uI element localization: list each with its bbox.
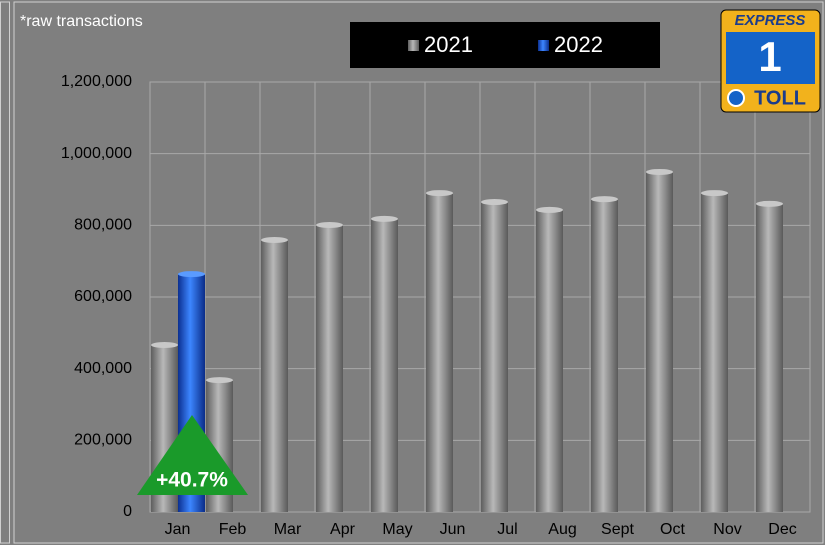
plot: 0 200,000 400,000 600,000 800,000 1,000,000 1,… bbox=[61, 73, 811, 538]
bar bbox=[591, 199, 618, 513]
bar-top bbox=[591, 196, 618, 203]
logo: EXPRESS 1 TOLL bbox=[720, 9, 821, 113]
frame bbox=[13, 1, 824, 544]
bar-top bbox=[756, 200, 783, 207]
legend-box bbox=[350, 22, 660, 68]
bar bbox=[756, 203, 783, 513]
bar-top bbox=[316, 221, 343, 228]
bar-top bbox=[536, 206, 563, 213]
legend-label: 2022 bbox=[554, 32, 603, 57]
legend-marker bbox=[538, 40, 549, 51]
bar bbox=[481, 202, 508, 512]
bar-top bbox=[178, 271, 205, 278]
x-tick-label: Feb bbox=[219, 521, 247, 538]
x-tick-label: Jun bbox=[440, 521, 466, 538]
logo-bottom: TOLL bbox=[754, 87, 806, 109]
bar-top bbox=[481, 199, 508, 206]
logo-number: 1 bbox=[758, 33, 781, 80]
bar bbox=[536, 209, 563, 513]
y-tick-label: 600,000 bbox=[74, 288, 132, 305]
x-tick-label: Apr bbox=[330, 521, 356, 538]
bar bbox=[316, 224, 343, 512]
legend-marker bbox=[408, 40, 419, 51]
bar-top bbox=[426, 190, 453, 197]
x-tick-label: Aug bbox=[548, 521, 576, 538]
y-tick-label: 800,000 bbox=[74, 217, 132, 234]
bar bbox=[426, 193, 453, 513]
chart-title: *raw transactions bbox=[20, 13, 143, 30]
bar bbox=[646, 171, 673, 513]
x-tick-label: Jul bbox=[497, 521, 517, 538]
logo-panel bbox=[726, 32, 815, 84]
logo-icon bbox=[727, 89, 745, 107]
x-tick-label: Nov bbox=[713, 521, 741, 538]
x-tick-label: Sept bbox=[601, 521, 634, 538]
y-tick-label: 400,000 bbox=[74, 360, 132, 377]
annotation: +40.7% bbox=[156, 469, 228, 492]
side-panel bbox=[0, 1, 10, 544]
bar-top bbox=[261, 237, 288, 244]
bar-top bbox=[151, 342, 178, 349]
bar-top bbox=[646, 168, 673, 175]
bar bbox=[371, 218, 398, 512]
y-tick-label: 1,000,000 bbox=[61, 145, 132, 162]
annotation-arrow bbox=[137, 415, 248, 495]
legend: 2021 2022 bbox=[350, 22, 660, 68]
x-tick-label: Oct bbox=[660, 521, 685, 538]
bar-top bbox=[371, 215, 398, 222]
bar bbox=[701, 193, 728, 513]
x-tick-label: May bbox=[382, 521, 412, 538]
logo-top: EXPRESS bbox=[735, 12, 806, 29]
bar bbox=[261, 240, 288, 512]
x-tick-label: Dec bbox=[768, 521, 796, 538]
x-tick-label: Jan bbox=[165, 521, 191, 538]
y-tick-label: 1,200,000 bbox=[61, 73, 132, 90]
legend-label: 2021 bbox=[424, 32, 473, 57]
y-tick-label: 0 bbox=[123, 503, 132, 520]
y-tick-label: 200,000 bbox=[74, 432, 132, 449]
bar-top bbox=[206, 377, 233, 384]
bar-top bbox=[701, 190, 728, 197]
x-tick-label: Mar bbox=[274, 521, 302, 538]
